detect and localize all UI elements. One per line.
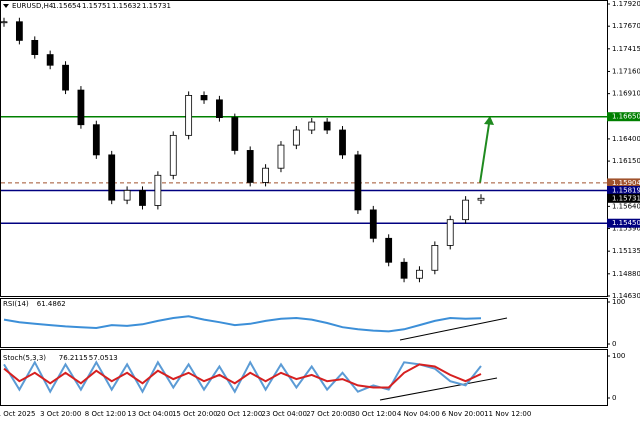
candle-body [231,117,239,151]
x-tick-label: 6 Nov 20:00 [442,410,485,418]
y-tick-label: 1.15135 [612,247,640,255]
x-tick-label: 20 Oct 12:00 [217,410,263,418]
candle-body [15,21,23,41]
candle-body [139,189,146,206]
y-tick-label: 1.17920 [612,0,640,8]
candle-body [262,167,269,183]
y-tick-label: 1.17160 [612,67,640,75]
last-price-label: 1.15731 [612,194,640,202]
candle-body [477,197,485,201]
y-tick-label: 1.15390 [612,225,640,233]
candle-body [185,95,193,136]
ohlc-value: 1.15751 [82,2,111,10]
candle-body [308,121,316,131]
y-tick-label: 1.14880 [612,270,640,278]
stoch-trendline [379,377,498,401]
level-label: 1.16650 [612,113,640,121]
y-tick-label: 1.14630 [612,292,640,300]
symbol-arrow [3,4,9,8]
indicator-value: 61.4862 [37,300,66,308]
candle-body [385,237,393,263]
candle-body [77,89,85,126]
x-tick-label: 27 Oct 20:00 [306,410,352,418]
x-tick-label: 13 Oct 04:00 [127,410,173,418]
candle-body [108,154,116,201]
x-tick-label: 1 Oct 2025 [0,410,35,418]
y-tick-label: 1.17670 [612,22,640,30]
candle-body [0,21,8,24]
candle-body [416,269,423,279]
candle-body [277,144,285,169]
rsi-trendline [399,317,508,341]
forecast-arrowhead [484,116,494,125]
candle-body [339,129,346,156]
price-panel-frame [0,0,608,297]
ohlc-value: 1.15632 [112,2,141,10]
candle-body [200,95,208,101]
candle-body [46,54,54,66]
candle-body [400,261,408,279]
candle-body [62,64,69,91]
level-label-bg [607,218,640,228]
level-label: 1.15819 [612,186,640,194]
y-tick-label: 1.16150 [612,157,640,165]
level-label: 1.15450 [612,219,640,227]
candle-body [92,124,100,156]
y-tick-label: 0 [612,340,616,348]
indicator-name: RSI(14) [3,300,29,308]
y-tick-label: 1.17415 [612,45,640,53]
y-tick-label: 0 [612,394,616,402]
candle-body [354,154,362,211]
forecast-arrow [479,123,490,184]
candle-body [154,174,162,206]
indicator-value: 76.2115 [59,354,88,362]
candle-body [323,121,331,131]
candle-body [123,189,131,201]
level-label-bg [607,185,640,195]
candle-body [216,99,223,119]
ohlc-value: 1.15731 [142,2,171,10]
x-tick-label: 15 Oct 20:00 [172,410,218,418]
candle-body [292,129,300,146]
x-tick-label: 4 Nov 04:00 [397,410,440,418]
candle-body [246,150,254,183]
level-label: 1.15904 [612,179,640,187]
indicator-value: 57.0513 [89,354,118,362]
y-tick-label: 1.15640 [612,202,640,210]
candle-body [369,209,377,239]
x-tick-label: 3 Oct 20:00 [40,410,81,418]
x-tick-label: 30 Oct 12:00 [351,410,397,418]
y-tick-label: 1.16910 [612,90,640,98]
candle-body [446,219,454,246]
level-label-bg [607,112,640,122]
candle-body [431,245,439,271]
rsi-panel-frame [0,298,608,348]
indicator-line [3,315,482,333]
ohlc-value: 1.15654 [52,2,81,10]
y-tick-label: 1.16400 [612,135,640,143]
stoch-panel-frame [0,349,608,406]
y-tick-label: 100 [612,298,625,306]
level-label-bg [607,178,640,188]
y-tick-label: 100 [612,352,625,360]
x-tick-label: 8 Oct 12:00 [85,410,126,418]
indicator-line [3,363,482,389]
x-tick-label: 23 Oct 04:00 [261,410,307,418]
indicator-name: Stoch(5,3,3) [3,354,46,362]
last-price-bg [607,193,640,203]
candle-body [169,134,177,176]
symbol: EURUSD,H4 [12,2,54,10]
candle-body [462,199,470,221]
x-tick-label: 11 Nov 12:00 [484,410,531,418]
candle-body [31,39,39,55]
